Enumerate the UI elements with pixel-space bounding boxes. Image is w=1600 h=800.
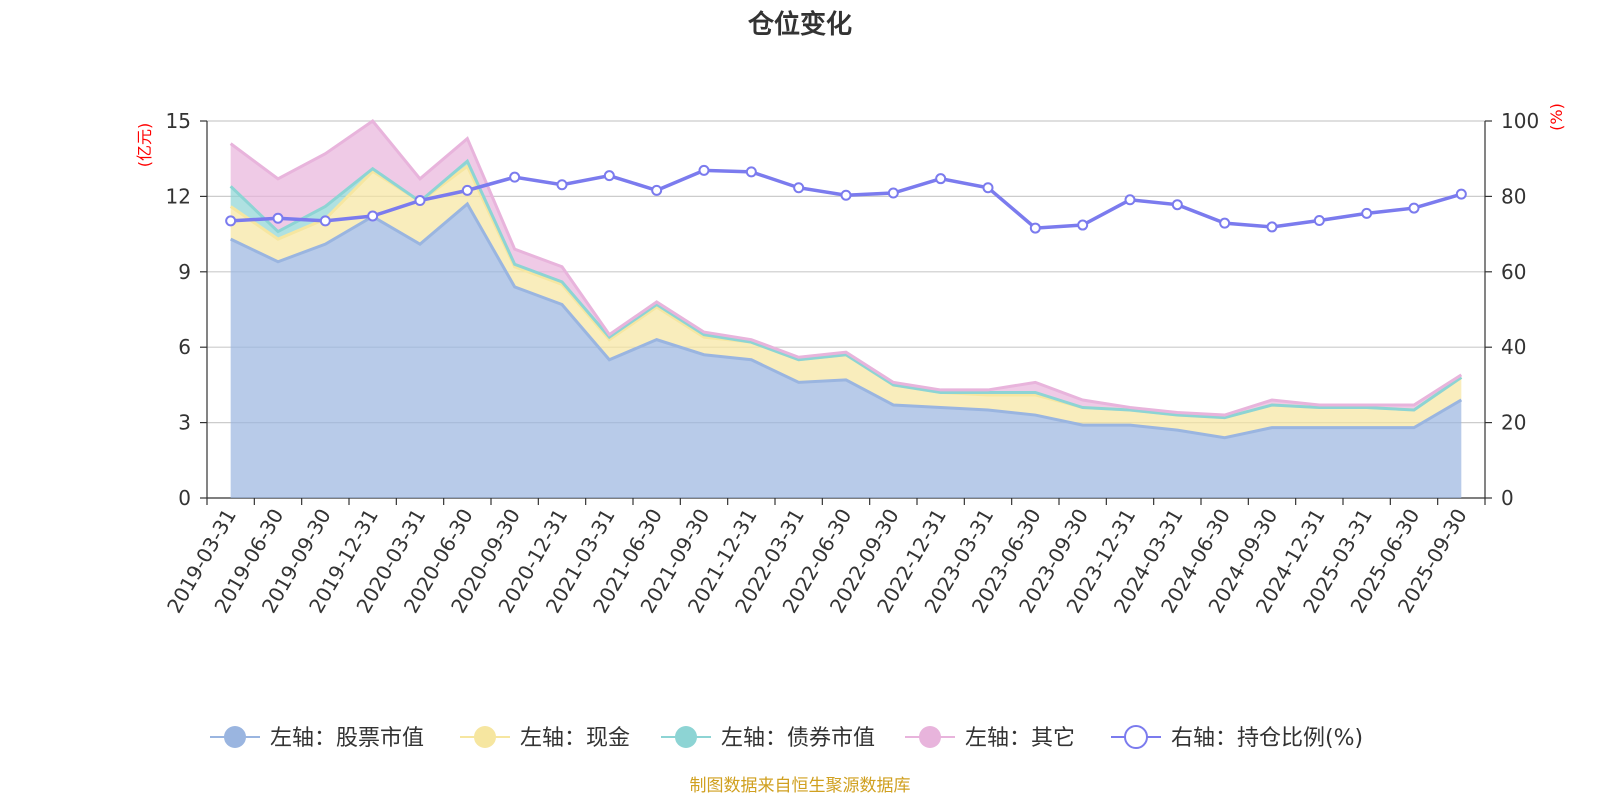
line-stock (230, 201, 1463, 440)
left-tick-label: 9 (178, 260, 191, 284)
ratio-point (367, 210, 379, 222)
legend-label-stock: 左轴：股票市值 (270, 726, 424, 751)
right-tick-label: 100 (1501, 109, 1539, 133)
ratio-point (1361, 207, 1373, 219)
left-tick-label: 15 (166, 109, 191, 133)
ratio-point (1171, 199, 1183, 211)
ratio-point (272, 212, 284, 224)
left-axis-unit: (亿元) (135, 123, 154, 168)
right-tick-label: 60 (1501, 260, 1526, 284)
line-other (229, 118, 1463, 417)
legend-marker-cash (474, 726, 496, 748)
ratio-point (1029, 222, 1041, 234)
ratio-point (414, 195, 426, 207)
area-bond (230, 161, 1462, 418)
area-cash (230, 166, 1462, 438)
chart-title: 仓位变化 (747, 9, 852, 40)
ratio-point (887, 187, 899, 199)
legend-marker-bond (675, 726, 697, 748)
ratio-point (556, 179, 568, 191)
ratio-point (1266, 221, 1278, 233)
legend-label-cash: 左轴：现金 (520, 726, 630, 751)
legend-label-other: 左轴：其它 (965, 726, 1075, 751)
legend-marker-ratio (1124, 725, 1148, 749)
stacked-areas (229, 118, 1463, 498)
legend-label-bond: 左轴：债券市值 (721, 726, 875, 751)
ratio-point (225, 215, 237, 227)
left-tick-label: 6 (178, 335, 191, 359)
ratio-point (461, 184, 473, 196)
area-stock (230, 203, 1462, 498)
ratio-point (319, 215, 331, 227)
data-source-note: 制图数据来自恒生聚源数据库 (690, 776, 911, 796)
ratio-point (509, 171, 521, 183)
ratio-point (698, 164, 710, 176)
area-other (230, 121, 1462, 418)
legend-marker-stock (224, 726, 246, 748)
ratio-point (745, 166, 757, 178)
ratio-point (982, 182, 994, 194)
ratio-point (1408, 202, 1420, 214)
right-tick-label: 80 (1501, 184, 1526, 208)
legend: 左轴：股票市值 左轴：现金 左轴：债券市值 左轴：其它 右轴：持仓比例(%) (210, 725, 1363, 751)
legend-marker-other (919, 726, 941, 748)
ratio-point (603, 170, 615, 182)
right-axis-unit: (%) (1547, 103, 1566, 131)
ratio-point (1455, 188, 1467, 200)
line-bond (229, 158, 1463, 420)
ratio-point (1124, 194, 1136, 206)
ratio-point (1219, 217, 1231, 229)
left-tick-label: 0 (178, 486, 191, 510)
ratio-line-series (225, 164, 1467, 234)
ratio-point (1313, 215, 1325, 227)
right-tick-label: 20 (1501, 411, 1526, 435)
ratio-point (935, 173, 947, 185)
right-tick-label: 0 (1501, 486, 1514, 510)
legend-label-ratio: 右轴：持仓比例(%) (1171, 726, 1363, 751)
left-tick-label: 3 (178, 411, 191, 435)
left-tick-label: 12 (166, 184, 191, 208)
ratio-point (793, 182, 805, 194)
ratio-point (651, 184, 663, 196)
ratio-point (1077, 219, 1089, 231)
ratio-point (840, 189, 852, 201)
right-tick-label: 40 (1501, 335, 1526, 359)
